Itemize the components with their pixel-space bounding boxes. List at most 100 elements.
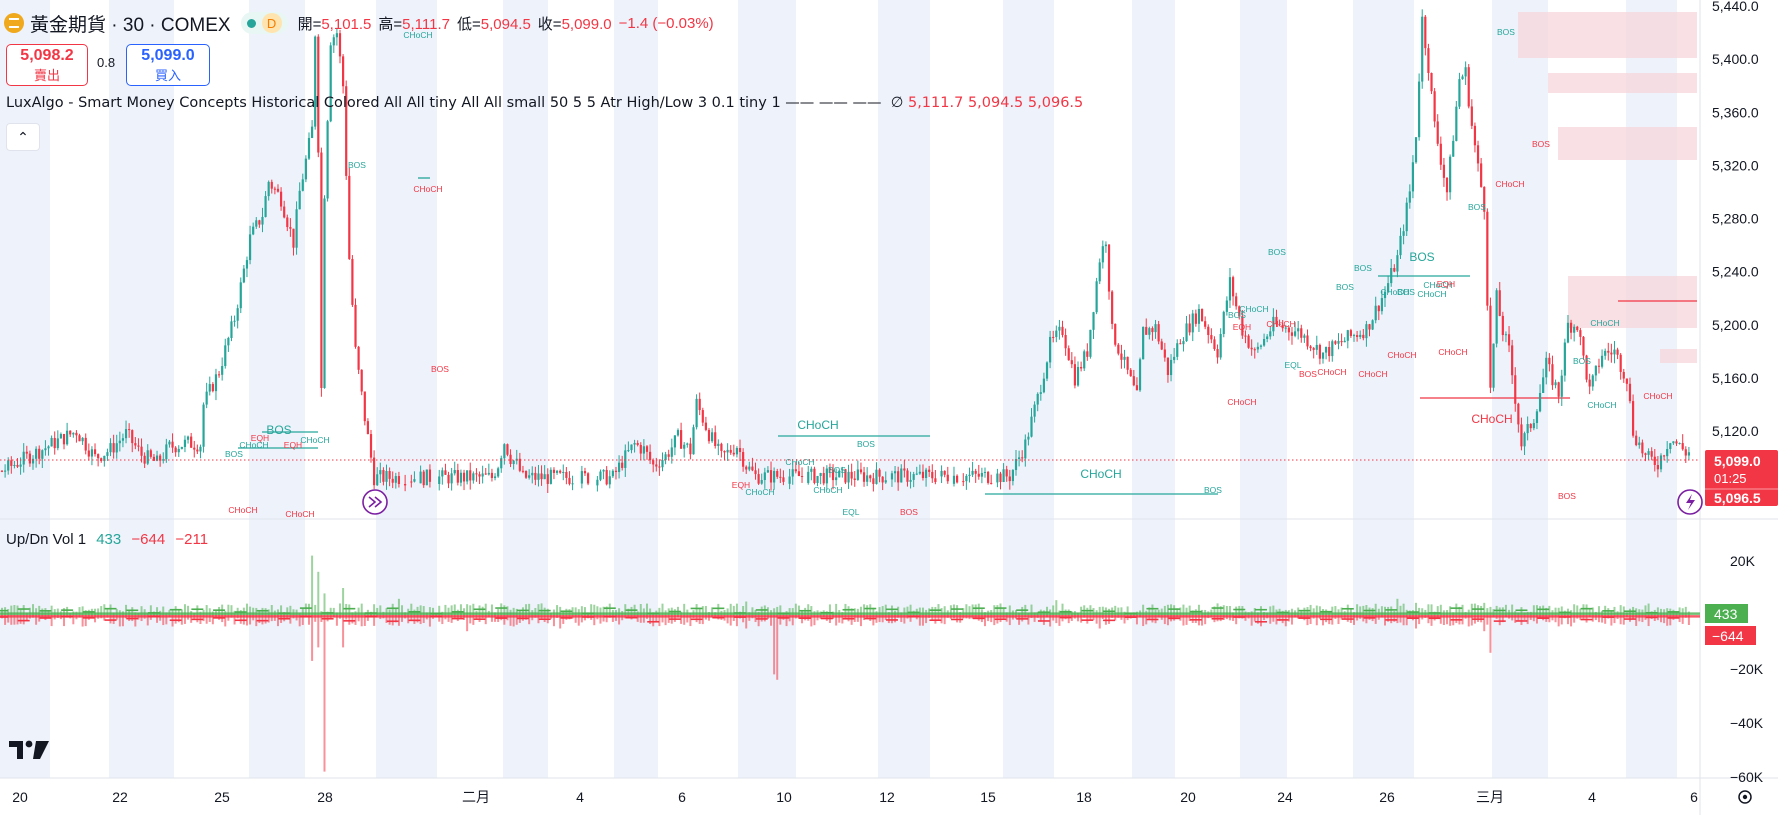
candle-body: [540, 473, 543, 480]
volume-legend[interactable]: Up/Dn Vol 1 433 −644 −211: [6, 531, 208, 548]
volume-down-bar: [208, 615, 211, 622]
candle-body: [1529, 424, 1532, 429]
volume-down-bar: [264, 615, 267, 624]
candle-body: [422, 471, 425, 486]
volume-down-bar: [177, 615, 180, 623]
candle-body: [118, 440, 121, 444]
volume-up-bar: [1334, 606, 1337, 615]
candle-body: [1008, 476, 1011, 482]
candle-body: [689, 443, 692, 455]
candle-body: [1219, 333, 1222, 358]
market-status-pill[interactable]: D: [240, 12, 288, 34]
candle-body: [1672, 441, 1675, 444]
candle-body: [890, 473, 894, 480]
candle-body: [1535, 411, 1539, 424]
volume-up-bar: [1458, 606, 1461, 615]
collapse-legend-button[interactable]: ⌃: [6, 123, 40, 151]
sell-button[interactable]: 5,098.2 賣出: [6, 44, 88, 86]
volume-up-bar: [94, 608, 97, 615]
tradingview-logo-icon[interactable]: [9, 737, 49, 763]
candle-body: [134, 443, 137, 446]
volume-up-bar: [230, 605, 233, 615]
smc-label-small: CHoCH: [1239, 304, 1268, 314]
volume-up-bar: [1684, 606, 1687, 615]
volume-up-bar: [906, 606, 909, 615]
settings-gear-icon[interactable]: [1738, 790, 1752, 804]
candle-body: [1213, 339, 1216, 350]
volume-up-bar: [1340, 607, 1343, 615]
volume-up-bar: [180, 609, 183, 615]
indicator-name: LuxAlgo - Smart Money Concepts Historica…: [6, 95, 882, 111]
candle-body: [1374, 305, 1377, 321]
volume-down-bar: [1135, 615, 1138, 625]
candle-body: [10, 460, 13, 466]
candle-body: [1418, 81, 1421, 138]
structure-lines: [238, 177, 1697, 495]
candle-body: [267, 181, 270, 197]
volume-down-bar: [1182, 615, 1185, 626]
smc-label-small: CHoCH: [239, 440, 268, 450]
volume-up-bar: [1619, 605, 1622, 615]
candle-body: [106, 452, 109, 456]
indicator-legend[interactable]: LuxAlgo - Smart Money Concepts Historica…: [6, 95, 1083, 111]
volume-up-bar: [556, 605, 559, 615]
volume-down-bar: [394, 615, 397, 623]
candle-body: [31, 458, 35, 464]
candle-body: [1104, 244, 1108, 247]
volume-down-bar: [506, 615, 509, 621]
volume-up-bar: [1374, 603, 1377, 615]
volume-up-bar: [35, 608, 38, 615]
volume-down-bar: [735, 615, 738, 627]
candle-body: [97, 454, 100, 459]
time-tick-label: 22: [112, 789, 128, 805]
volume-up-bar: [401, 605, 404, 615]
volume-up-bar: [391, 603, 394, 615]
volume-down-bar: [1554, 615, 1557, 623]
candle-body: [1514, 375, 1517, 404]
volume-down-bar: [22, 615, 25, 625]
candle-body: [1377, 305, 1380, 312]
candle-body: [248, 234, 252, 261]
candle-body: [568, 477, 571, 484]
buy-button[interactable]: 5,099.0 買入: [126, 44, 210, 86]
candle-body: [1433, 91, 1436, 122]
smc-label-small: CHoCH: [1438, 347, 1467, 357]
volume-up-bar: [546, 608, 549, 615]
ohlc-low: 低=5,094.5: [456, 15, 531, 33]
symbol-title[interactable]: 黃金期貨 · 30 · COMEX: [30, 14, 231, 36]
volume-down-bar: [1049, 615, 1052, 627]
volume-down-bar: [1517, 615, 1520, 621]
volume-down-bar: [1384, 615, 1387, 626]
volume-down-bar: [1532, 615, 1535, 622]
volume-down-bar: [1244, 615, 1247, 621]
candle-body: [977, 473, 980, 477]
candle-body: [1182, 341, 1185, 345]
volume-up-bar: [103, 604, 106, 615]
volume-down-bar: [1374, 615, 1377, 624]
time-axis: 20 22 25 28 二月 4 6 10 12 15 18 20 24 26 三月 4 6: [12, 789, 1698, 805]
volume-down-bar: [748, 615, 751, 621]
candle-body: [825, 468, 828, 484]
candle-body: [1297, 328, 1300, 332]
volume-down-bar: [1591, 615, 1594, 622]
candle-body: [1157, 324, 1160, 342]
volume-down-bar: [1123, 615, 1126, 624]
volume-down-bar: [918, 615, 921, 626]
candle-body: [1039, 392, 1042, 394]
volume-up-bar: [649, 608, 652, 615]
candle-body: [376, 474, 379, 486]
volume-up-bar: [766, 607, 769, 615]
candle-body: [875, 469, 878, 484]
candle-body: [1439, 143, 1442, 165]
smc-label-small: BOS: [900, 507, 918, 517]
candle-body: [1687, 452, 1690, 456]
volume-up-bar: [1477, 605, 1480, 615]
candle-body: [1337, 340, 1340, 344]
volume-down-bar: [109, 615, 112, 624]
smc-label-small: CHoCH: [813, 485, 842, 495]
candle-body: [617, 462, 621, 473]
candle-body: [388, 471, 391, 479]
volume-up-bar: [183, 604, 186, 615]
volume-up-bar: [227, 604, 230, 615]
